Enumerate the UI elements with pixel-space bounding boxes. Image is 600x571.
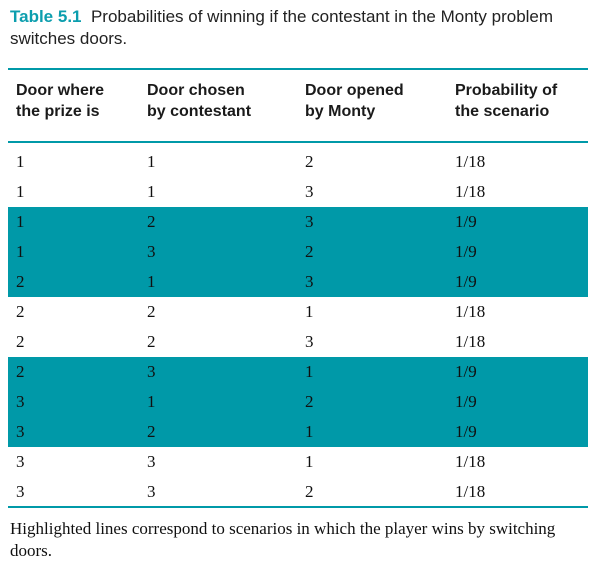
column-header-prize-door: Door where the prize is <box>8 69 139 143</box>
table-cell: 1 <box>16 152 25 171</box>
table-cell: 1 <box>147 182 156 201</box>
table-row: 3 3 2 1/18 <box>8 477 588 507</box>
table-row: 1 1 3 1/18 <box>8 177 588 207</box>
table-cell: 2 <box>147 422 156 441</box>
table-cell: 1 <box>305 362 314 381</box>
table-row: 1 2 3 1/9 <box>8 207 588 237</box>
table-cell: 3 <box>305 182 314 201</box>
table-cell: 1/9 <box>455 362 477 381</box>
table-cell: 2 <box>16 302 25 321</box>
table-cell: 3 <box>147 481 156 501</box>
table-cell: 1 <box>16 182 25 201</box>
table-cell: 3 <box>16 481 25 501</box>
table-cell: 3 <box>16 422 25 441</box>
table-row: 3 1 2 1/9 <box>8 387 588 417</box>
table-cell: 1/18 <box>455 332 486 351</box>
header-row: Door where the prize is Door chosen by c… <box>8 69 588 143</box>
table-body: 1 1 2 1/18 1 1 3 1/18 1 2 3 1/9 1 3 2 1/9 2 1 3 1/9 2 2 1 1/18 2… <box>8 142 588 507</box>
table-header: Door where the prize is Door chosen by c… <box>8 69 588 143</box>
table-cell: 3 <box>147 452 156 471</box>
table-row: 2 2 1 1/18 <box>8 297 588 327</box>
table-cell: 3 <box>305 272 314 291</box>
table-caption-text: Probabilities of winning if the contesta… <box>10 7 554 48</box>
table-cell: 3 <box>16 392 25 411</box>
table-row: 2 3 1 1/9 <box>8 357 588 387</box>
table-cell: 1 <box>16 212 25 231</box>
table-cell: 3 <box>305 212 314 231</box>
table-cell: 1/18 <box>455 302 486 321</box>
table-cell: 2 <box>305 392 314 411</box>
table-cell: 1 <box>305 452 314 471</box>
table-cell: 2 <box>147 302 156 321</box>
table-footnote: Highlighted lines correspond to scenario… <box>10 519 556 560</box>
table-cell: 2 <box>305 481 314 501</box>
table-cell: 1/9 <box>455 272 477 291</box>
column-header-probability: Probability of the scenario <box>447 69 588 143</box>
table-row: 2 1 3 1/9 <box>8 267 588 297</box>
table-row: 1 1 2 1/18 <box>8 147 588 177</box>
table-row: 2 2 3 1/18 <box>8 327 588 357</box>
table-row: 3 3 1 1/18 <box>8 447 588 477</box>
table-cell: 2 <box>16 362 25 381</box>
table-cell: 3 <box>305 332 314 351</box>
table-cell: 1/9 <box>455 422 477 441</box>
table-cell: 1 <box>305 422 314 441</box>
table-cell: 2 <box>16 332 25 351</box>
table-cell: 1/18 <box>455 452 486 471</box>
table-cell: 3 <box>147 362 156 381</box>
table-cell: 1 <box>147 272 156 291</box>
table-caption: Table 5.1 Probabilities of winning if th… <box>10 6 586 50</box>
table-cell: 2 <box>147 332 156 351</box>
table-cell: 1 <box>147 152 156 171</box>
table-cell: 1/18 <box>455 481 486 501</box>
table-cell: 2 <box>305 242 314 261</box>
table-cell: 1 <box>16 242 25 261</box>
table-row: 3 2 1 1/9 <box>8 417 588 447</box>
table-cell: 1 <box>305 302 314 321</box>
table-cell: 2 <box>16 272 25 291</box>
table-cell: 1/9 <box>455 392 477 411</box>
table-cell: 1 <box>147 392 156 411</box>
table-cell: 1/18 <box>455 182 486 201</box>
table-number: Table 5.1 <box>10 7 82 26</box>
table-row: 1 3 2 1/9 <box>8 237 588 267</box>
table-cell: 1/9 <box>455 242 477 261</box>
monty-table: Door where the prize is Door chosen by c… <box>8 68 588 508</box>
table-cell: 1/18 <box>455 152 486 171</box>
table-cell: 1/9 <box>455 212 477 231</box>
column-header-opened-door: Door opened by Monty <box>297 69 447 143</box>
column-header-chosen-door: Door chosen by contestant <box>139 69 297 143</box>
table-cell: 2 <box>147 212 156 231</box>
table-cell: 3 <box>147 242 156 261</box>
table-cell: 3 <box>16 452 25 471</box>
table-cell: 2 <box>305 152 314 171</box>
page: Table 5.1 Probabilities of winning if th… <box>0 6 600 571</box>
